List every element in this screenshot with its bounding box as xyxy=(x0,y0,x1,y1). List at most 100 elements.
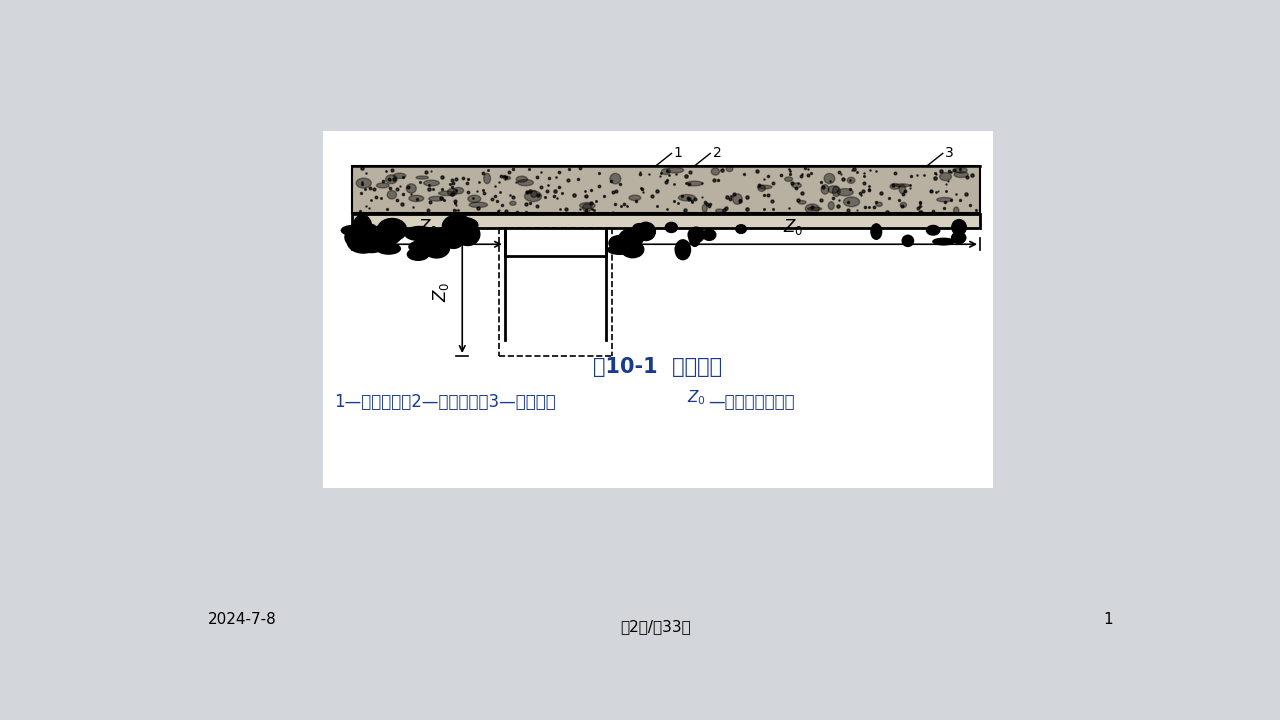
Ellipse shape xyxy=(424,238,449,258)
Ellipse shape xyxy=(792,183,801,188)
Ellipse shape xyxy=(531,190,538,197)
Ellipse shape xyxy=(443,215,472,238)
Ellipse shape xyxy=(484,174,490,184)
Ellipse shape xyxy=(902,235,914,246)
Ellipse shape xyxy=(385,175,397,184)
Ellipse shape xyxy=(503,176,511,180)
Ellipse shape xyxy=(408,195,424,202)
Ellipse shape xyxy=(876,202,882,207)
Ellipse shape xyxy=(361,242,383,253)
Ellipse shape xyxy=(689,228,700,246)
Ellipse shape xyxy=(933,238,954,245)
Ellipse shape xyxy=(676,240,690,260)
Ellipse shape xyxy=(580,202,595,209)
Ellipse shape xyxy=(703,230,716,240)
Text: 图10-1  翻松肀平: 图10-1 翻松肀平 xyxy=(594,357,722,377)
Text: $Z_0$: $Z_0$ xyxy=(687,388,705,407)
Ellipse shape xyxy=(445,217,477,233)
Ellipse shape xyxy=(890,184,900,189)
Ellipse shape xyxy=(955,168,968,174)
Text: —最大冻结深度；: —最大冻结深度； xyxy=(708,393,795,411)
Ellipse shape xyxy=(439,223,467,243)
Ellipse shape xyxy=(832,186,840,197)
Ellipse shape xyxy=(899,184,905,194)
Ellipse shape xyxy=(582,204,591,212)
Ellipse shape xyxy=(716,209,723,212)
Ellipse shape xyxy=(416,176,429,179)
Ellipse shape xyxy=(632,224,645,234)
Ellipse shape xyxy=(448,189,457,196)
Ellipse shape xyxy=(828,202,835,210)
Ellipse shape xyxy=(900,202,906,207)
Text: $Z_0$: $Z_0$ xyxy=(782,217,803,237)
Ellipse shape xyxy=(445,220,466,243)
Ellipse shape xyxy=(628,195,641,201)
Ellipse shape xyxy=(686,181,703,186)
Ellipse shape xyxy=(614,234,641,251)
Text: 1: 1 xyxy=(1103,612,1114,626)
Ellipse shape xyxy=(726,166,733,171)
Ellipse shape xyxy=(636,222,655,240)
Ellipse shape xyxy=(439,191,456,196)
Ellipse shape xyxy=(828,186,838,193)
Ellipse shape xyxy=(516,176,527,182)
Ellipse shape xyxy=(525,191,541,202)
Ellipse shape xyxy=(429,197,444,201)
Ellipse shape xyxy=(808,207,822,210)
Ellipse shape xyxy=(732,194,742,204)
Ellipse shape xyxy=(517,179,534,186)
Ellipse shape xyxy=(443,227,465,248)
Text: 2024-7-8: 2024-7-8 xyxy=(209,612,276,626)
Bar xyxy=(352,166,980,213)
Ellipse shape xyxy=(896,184,909,187)
Ellipse shape xyxy=(736,225,746,233)
Text: 第2页/全33页: 第2页/全33页 xyxy=(621,619,691,634)
Ellipse shape xyxy=(758,185,765,192)
Ellipse shape xyxy=(347,231,379,253)
Ellipse shape xyxy=(346,227,370,248)
Ellipse shape xyxy=(509,201,516,205)
Ellipse shape xyxy=(453,187,463,194)
Text: $Z_0$: $Z_0$ xyxy=(419,217,439,237)
Ellipse shape xyxy=(844,197,860,207)
Ellipse shape xyxy=(758,185,772,189)
Ellipse shape xyxy=(837,189,854,196)
Ellipse shape xyxy=(408,240,443,253)
Ellipse shape xyxy=(393,174,406,179)
Ellipse shape xyxy=(387,191,397,199)
Ellipse shape xyxy=(785,177,792,181)
Bar xyxy=(352,215,980,228)
Ellipse shape xyxy=(376,243,401,254)
Ellipse shape xyxy=(662,168,671,174)
Ellipse shape xyxy=(608,246,632,254)
Ellipse shape xyxy=(406,184,416,193)
Ellipse shape xyxy=(356,178,371,188)
Ellipse shape xyxy=(940,173,951,181)
Bar xyxy=(323,131,993,488)
Ellipse shape xyxy=(937,197,952,202)
Ellipse shape xyxy=(666,222,677,233)
Ellipse shape xyxy=(689,228,704,243)
Ellipse shape xyxy=(458,220,477,243)
Ellipse shape xyxy=(622,241,644,258)
Ellipse shape xyxy=(799,201,806,204)
Ellipse shape xyxy=(364,225,378,235)
Ellipse shape xyxy=(927,225,940,235)
Ellipse shape xyxy=(420,230,454,251)
Ellipse shape xyxy=(952,220,966,235)
Ellipse shape xyxy=(376,183,389,188)
Ellipse shape xyxy=(678,194,695,201)
Ellipse shape xyxy=(620,229,644,247)
Ellipse shape xyxy=(712,168,719,175)
Ellipse shape xyxy=(378,218,407,241)
Ellipse shape xyxy=(342,225,365,235)
Ellipse shape xyxy=(951,232,966,243)
Ellipse shape xyxy=(468,202,488,207)
Text: 2: 2 xyxy=(713,146,722,161)
Ellipse shape xyxy=(467,195,481,202)
Ellipse shape xyxy=(424,180,439,186)
Ellipse shape xyxy=(822,184,829,194)
Ellipse shape xyxy=(434,228,452,241)
Ellipse shape xyxy=(870,224,882,239)
Ellipse shape xyxy=(667,167,684,173)
